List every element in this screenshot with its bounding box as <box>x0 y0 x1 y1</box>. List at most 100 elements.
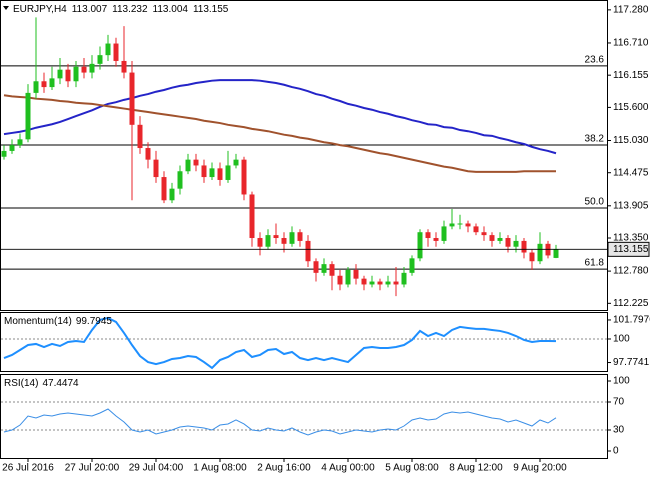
indicator-line <box>3 408 557 436</box>
price-label: 113.155 <box>613 244 649 255</box>
candle-body <box>41 81 47 88</box>
candle-body <box>353 269 359 279</box>
candle-body <box>273 235 279 239</box>
indicator-line <box>3 316 557 370</box>
candle-body <box>1 150 7 157</box>
price-panel <box>0 0 608 311</box>
y-tick-label: 70 <box>613 397 625 408</box>
candle-body <box>385 281 391 285</box>
candle-body <box>145 148 151 160</box>
menu-icon <box>3 6 9 10</box>
x-tick-label: 4 Aug 00:00 <box>321 463 375 474</box>
rsi-panel <box>0 374 608 459</box>
candle-body <box>81 66 87 73</box>
momentum-panel <box>0 312 608 372</box>
candle-body <box>441 226 447 241</box>
candle-body <box>249 194 255 239</box>
candle-body <box>305 240 311 262</box>
candle-body <box>129 72 135 125</box>
candle-body <box>505 238 511 247</box>
y-tick-label: 113.905 <box>613 200 649 211</box>
candle-body <box>193 159 199 166</box>
candle-body <box>33 81 39 93</box>
candle-body <box>113 43 119 61</box>
candle-body <box>409 258 415 273</box>
y-tick-label: 114.475 <box>613 167 649 178</box>
candle-body <box>401 272 407 285</box>
candle-body <box>209 168 215 178</box>
candle-body <box>257 238 263 247</box>
candle-body <box>49 78 55 88</box>
candle-body <box>185 159 191 172</box>
candle-body <box>321 264 327 273</box>
candle-body <box>217 168 223 180</box>
ohlc-value: 113.155 <box>193 4 229 15</box>
x-tick-label: 29 Jul 04:00 <box>129 463 184 474</box>
candle-body <box>73 66 79 82</box>
y-tick-label: 97.7741 <box>613 357 650 368</box>
y-tick-label: 0 <box>613 446 619 457</box>
candle-body <box>121 60 127 73</box>
candle-body <box>153 159 159 178</box>
x-tick-label: 9 Aug 20:00 <box>513 463 567 474</box>
y-tick-label: 112.225 <box>613 298 649 309</box>
candle-body <box>297 232 303 241</box>
symbol: EURJPY,H4 <box>13 4 67 15</box>
candle-body <box>201 165 207 178</box>
candle-body <box>25 92 31 140</box>
fib-label: 23.6 <box>585 55 605 66</box>
indicator-title: Momentum(14) 99.7945 <box>4 316 112 327</box>
candle-body <box>513 240 519 247</box>
candle-body <box>313 261 319 273</box>
candle-body <box>377 281 383 285</box>
indicator-name: RSI(14) <box>4 378 38 389</box>
y-tick-label: 101.7976 <box>613 315 650 326</box>
y-tick-label: 100 <box>613 376 630 387</box>
candle-body <box>553 249 559 258</box>
candle-body <box>137 124 143 149</box>
candle-body <box>241 159 247 195</box>
indicator-name: Momentum(14) <box>4 316 72 327</box>
candle-body <box>65 69 71 82</box>
candle-body <box>345 269 351 285</box>
candle-body <box>393 281 399 285</box>
x-tick-label: 26 Jul 2016 <box>2 463 54 474</box>
y-tick-label: 115.600 <box>613 102 649 113</box>
candle-body <box>9 145 15 151</box>
candle-body <box>17 139 23 146</box>
fib-label: 61.8 <box>585 258 605 269</box>
candle-body <box>529 252 535 262</box>
candle-body <box>497 238 503 241</box>
candle-body <box>177 171 183 189</box>
candle-body <box>521 240 527 253</box>
ohlc-value: 113.232 <box>112 4 148 15</box>
candle-body <box>537 243 543 262</box>
moving-average <box>3 79 557 155</box>
candle-body <box>449 223 455 227</box>
y-tick-label: 116.155 <box>613 70 649 81</box>
candle-body <box>369 281 375 285</box>
y-tick-label: 112.780 <box>613 266 649 277</box>
candle-body <box>105 43 111 56</box>
y-tick-label: 116.710 <box>613 38 649 49</box>
candle-body <box>289 232 295 244</box>
candle-body <box>433 238 439 241</box>
candle-body <box>169 188 175 201</box>
candle-body <box>361 278 367 285</box>
indicator-value: 47.4474 <box>42 378 79 389</box>
candle-body <box>481 232 487 236</box>
ohlc-value: 113.007 <box>72 4 108 15</box>
candle-body <box>473 226 479 233</box>
y-tick-label: 115.030 <box>613 135 649 146</box>
candle-body <box>489 235 495 241</box>
fib-label: 38.2 <box>585 134 605 145</box>
candle-body <box>465 223 471 227</box>
candle-body <box>417 232 423 259</box>
candle-body <box>57 69 63 79</box>
y-tick-label: 117.280 <box>613 5 649 16</box>
candle-body <box>425 232 431 239</box>
indicator-title: RSI(14) 47.4474 <box>4 378 79 389</box>
candle-body <box>161 177 167 201</box>
